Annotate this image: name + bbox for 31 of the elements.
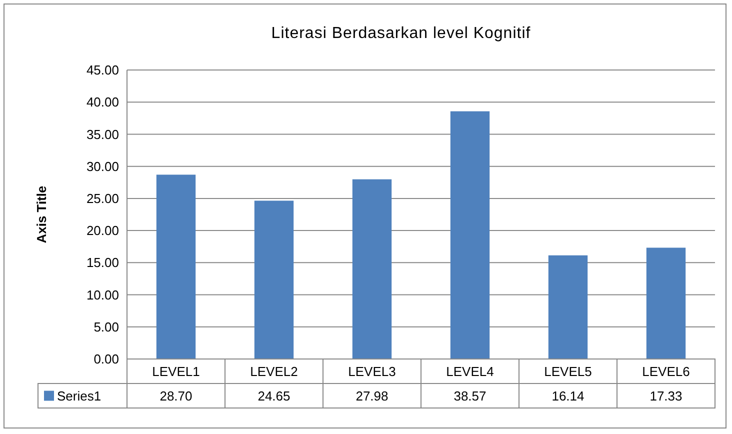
data-label: 16.14 xyxy=(552,388,584,404)
chart-title: Literasi Berdasarkan level Kognitif xyxy=(271,25,531,42)
y-tick-label: 40.00 xyxy=(86,94,119,110)
y-tick-label: 35.00 xyxy=(86,126,119,142)
y-tick-label: 30.00 xyxy=(86,158,119,174)
y-axis-title: Axis Title xyxy=(34,186,49,244)
data-label: 17.33 xyxy=(650,388,682,404)
bar xyxy=(548,255,588,359)
x-tick-label: LEVEL1 xyxy=(152,364,200,379)
y-tick-label: 25.00 xyxy=(86,190,119,206)
y-tick-label: 0.00 xyxy=(94,352,119,367)
data-label: 27.98 xyxy=(356,388,388,404)
bar xyxy=(156,174,196,359)
legend-label: Series1 xyxy=(57,388,102,404)
data-label: 28.70 xyxy=(160,388,192,404)
y-tick-label: 10.00 xyxy=(86,287,119,302)
bar xyxy=(254,200,294,359)
bar xyxy=(450,111,490,359)
x-tick-label: LEVEL6 xyxy=(642,364,690,379)
x-tick-label: LEVEL3 xyxy=(348,364,396,379)
x-tick-label: LEVEL4 xyxy=(446,364,494,379)
data-label: 38.57 xyxy=(454,388,486,404)
x-tick-label: LEVEL5 xyxy=(544,364,592,379)
bar xyxy=(646,248,686,359)
y-tick-label: 15.00 xyxy=(86,255,119,270)
y-tick-label: 45.00 xyxy=(86,62,119,78)
x-tick-label: LEVEL2 xyxy=(250,364,298,379)
y-tick-label: 20.00 xyxy=(86,223,119,238)
y-tick-label: 5.00 xyxy=(94,319,119,334)
data-label: 24.65 xyxy=(258,388,290,404)
bar xyxy=(352,179,392,359)
